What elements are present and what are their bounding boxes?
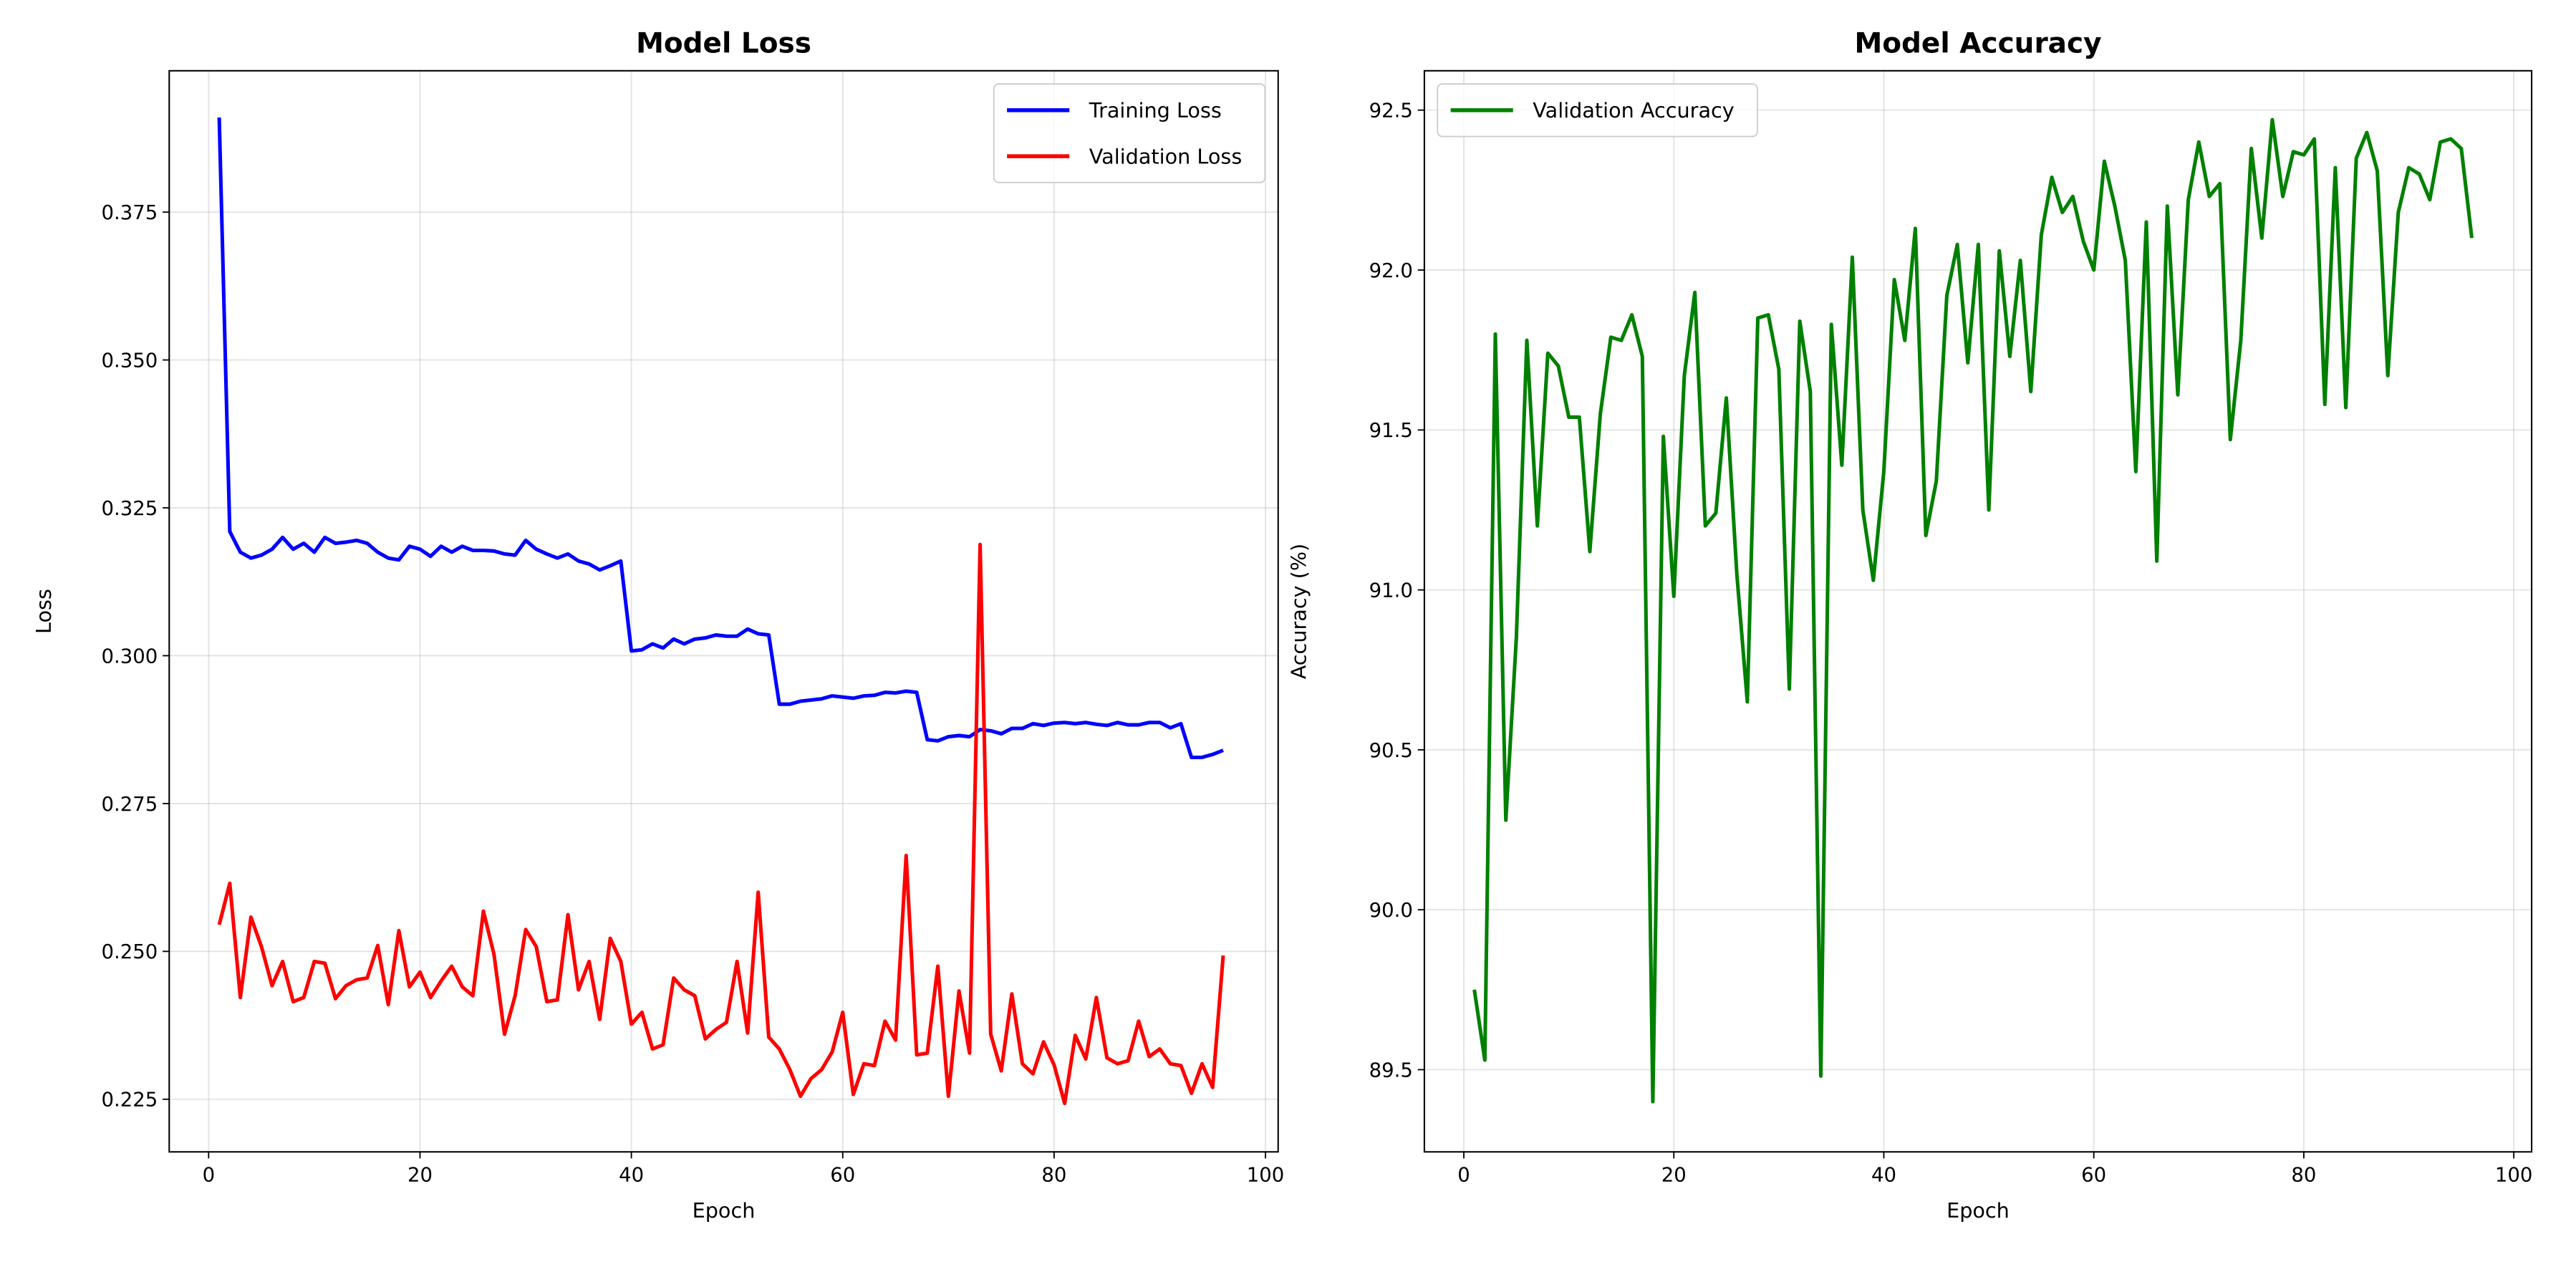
y-tick-label: 92.5 [1369, 100, 1413, 122]
y-tick-label: 90.5 [1369, 739, 1413, 762]
plot-frame [1423, 69, 2533, 1153]
legend-label: Training Loss [1089, 98, 1222, 122]
y-axis-label: Loss [32, 589, 56, 634]
y-axis-label: Accuracy (%) [1287, 544, 1311, 680]
y-tick-label: 90.0 [1369, 899, 1413, 922]
data-line [1472, 117, 2474, 1104]
x-tick-label: 80 [2291, 1164, 2316, 1187]
y-tick-label: 0.275 [101, 793, 158, 816]
y-tick-label: 89.5 [1369, 1059, 1413, 1081]
x-tick-label: 20 [1661, 1164, 1687, 1187]
x-tick-label: 40 [619, 1164, 644, 1187]
x-axis-label: Epoch [693, 1198, 756, 1223]
y-tick-label: 0.350 [101, 349, 158, 372]
x-tick-label: 60 [2081, 1164, 2106, 1187]
legend: Validation Accuracy [1437, 83, 1758, 138]
y-tick-label: 91.5 [1369, 419, 1413, 442]
chart-title: Model Loss [636, 28, 811, 60]
x-tick-label: 40 [1871, 1164, 1896, 1187]
data-line [217, 117, 1224, 760]
y-tick-label: 0.300 [101, 645, 158, 668]
legend-box [1437, 83, 1758, 138]
x-tick-label: 0 [1457, 1164, 1470, 1187]
y-tick-label: 0.375 [101, 201, 158, 224]
chart-title: Model Accuracy [1854, 28, 2101, 60]
x-tick-label: 100 [2495, 1164, 2533, 1187]
data-line [217, 542, 1225, 1106]
x-tick-label: 100 [1247, 1164, 1285, 1187]
y-tick-label: 0.250 [101, 940, 158, 963]
x-axis-label: Epoch [1947, 1198, 2010, 1223]
y-tick-label: 0.325 [101, 497, 158, 520]
plot-frame [168, 69, 1279, 1153]
x-tick-label: 20 [407, 1164, 433, 1187]
y-tick-label: 0.225 [101, 1089, 158, 1112]
y-tick-label: 92.0 [1369, 259, 1413, 282]
x-tick-label: 60 [830, 1164, 855, 1187]
x-tick-label: 0 [203, 1164, 216, 1187]
legend-label: Validation Loss [1089, 144, 1242, 168]
y-tick-label: 91.0 [1369, 579, 1413, 602]
legend-label: Validation Accuracy [1533, 98, 1734, 122]
legend: Training Loss Validation Loss [993, 83, 1266, 183]
x-tick-label: 80 [1041, 1164, 1066, 1187]
